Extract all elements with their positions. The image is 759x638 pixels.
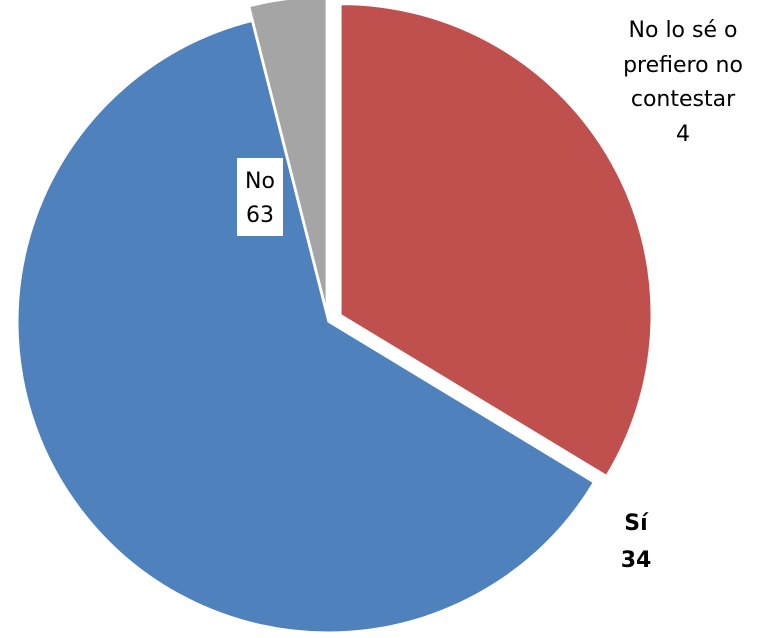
slice-label-no-box bbox=[237, 158, 283, 236]
pie-slice-si bbox=[340, 4, 652, 476]
slice-label-no: No 63 bbox=[237, 158, 283, 236]
slice-label-no-name: No bbox=[245, 169, 275, 194]
slice-label-si-value: 34 bbox=[621, 548, 652, 573]
slice-label-nose-line2: prefiero no bbox=[623, 53, 743, 78]
slice-label-si-name: Sí bbox=[624, 511, 649, 536]
slice-label-nose: No lo sé o prefiero no contestar 4 bbox=[623, 18, 743, 147]
slice-label-no-value: 63 bbox=[246, 203, 274, 228]
slice-label-nose-value: 4 bbox=[676, 122, 690, 147]
slice-label-si: Sí 34 bbox=[621, 511, 652, 573]
pie-slices bbox=[17, 0, 652, 633]
slice-label-nose-line1: No lo sé o bbox=[629, 18, 738, 43]
pie-slice-no-lo-se bbox=[249, 0, 327, 308]
slice-label-nose-line3: contestar bbox=[631, 87, 736, 112]
pie-slice-no bbox=[17, 20, 594, 633]
